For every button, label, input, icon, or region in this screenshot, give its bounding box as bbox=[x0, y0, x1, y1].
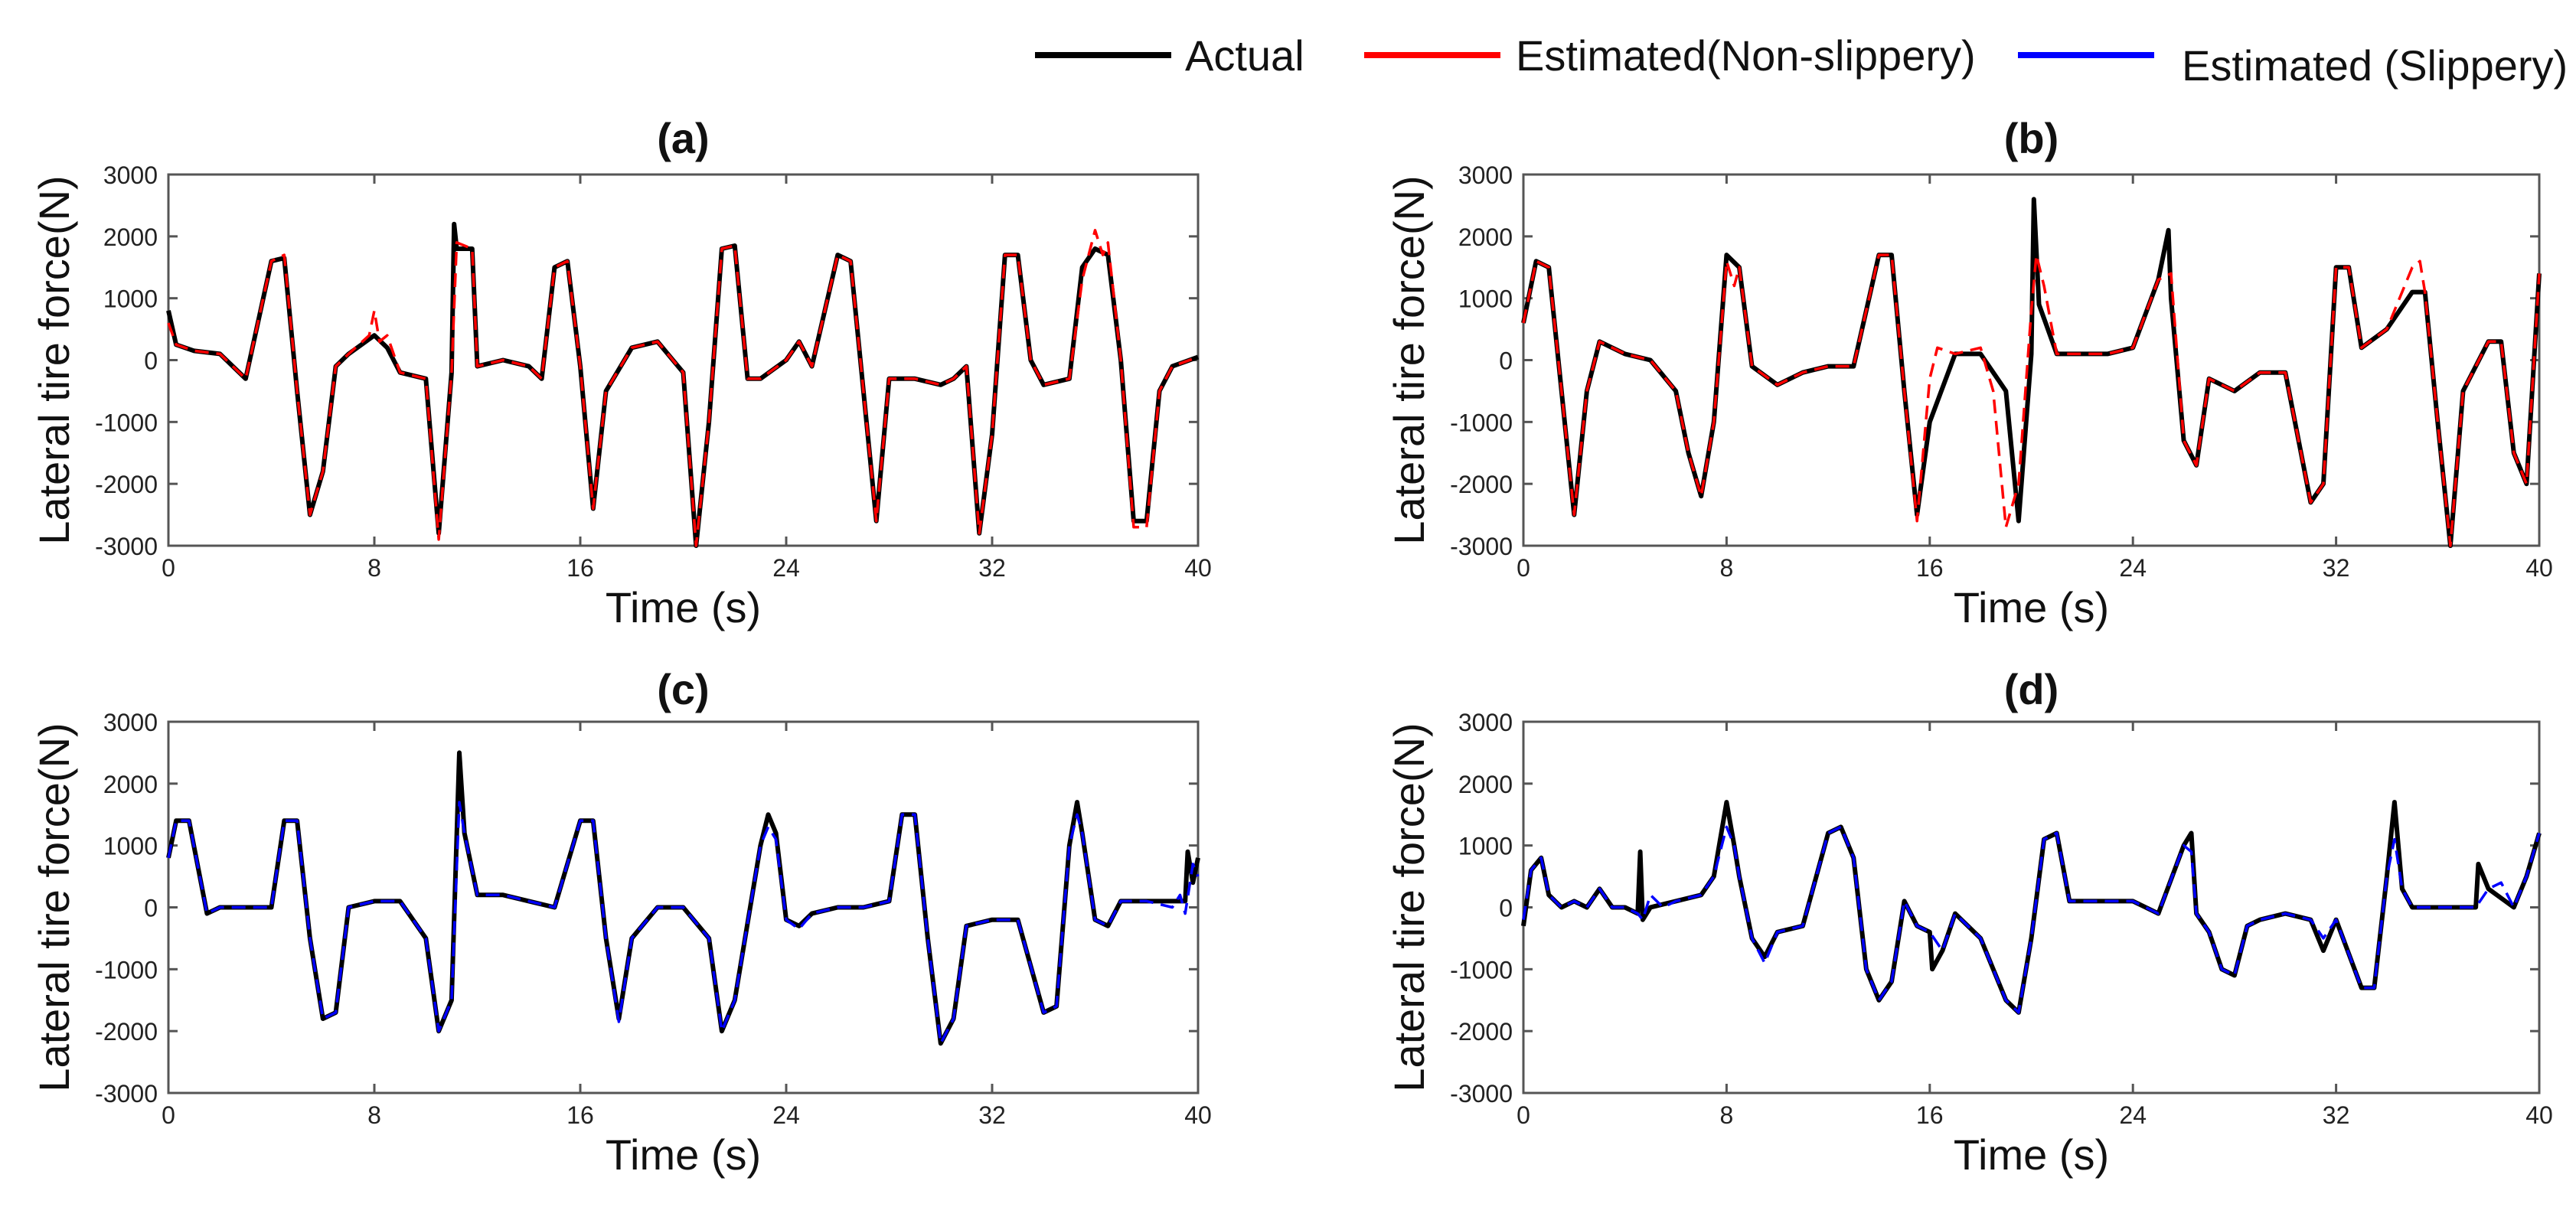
series-line-estimated-slippery bbox=[167, 801, 1200, 1046]
y-axis-label: Lateral tire force(N) bbox=[30, 175, 78, 544]
y-tick-label: -3000 bbox=[95, 533, 158, 560]
plot-frame bbox=[167, 173, 1200, 547]
series-line-estimated-non-slippery bbox=[167, 229, 1199, 547]
y-tick-label: -2000 bbox=[1450, 471, 1513, 498]
panel-a: (a) -3000 -2000 -1000 0 1000 2000 3000 0 8 16 24 32 4… bbox=[30, 114, 1212, 631]
y-axis-label: Lateral tire force(N) bbox=[1385, 175, 1433, 544]
legend-actual-label: Actual bbox=[1185, 31, 1304, 80]
x-tick-label: 32 bbox=[2323, 1101, 2350, 1129]
y-tick-label: 1000 bbox=[1458, 285, 1513, 313]
panel-d: (d) -3000 -2000 -1000 0 1000 2000 3000 0 8 16 24 32 4… bbox=[1385, 665, 2553, 1179]
x-tick-label: 24 bbox=[772, 1101, 800, 1129]
y-tick-label: 2000 bbox=[103, 771, 158, 798]
x-tick-label: 0 bbox=[1517, 1101, 1530, 1129]
y-tick-label: 3000 bbox=[1458, 709, 1513, 736]
x-axis-label: Time (s) bbox=[606, 1130, 761, 1179]
y-tick-label: 2000 bbox=[103, 223, 158, 251]
x-tick-label: 24 bbox=[772, 554, 800, 582]
y-tick-label: -3000 bbox=[1450, 1080, 1513, 1108]
y-tick-label: -2000 bbox=[95, 1018, 158, 1046]
x-tick-label: 8 bbox=[1720, 1101, 1734, 1129]
legend: Actual Estimated(Non-slippery) Estimated… bbox=[1035, 31, 2568, 90]
x-tick-label: 40 bbox=[2525, 1101, 2553, 1129]
y-tick-label: 3000 bbox=[103, 709, 158, 736]
x-tick-label: 16 bbox=[566, 554, 594, 582]
panel-title: (b) bbox=[2004, 114, 2059, 162]
panel-b: (b) -3000 -2000 -1000 0 1000 2000 3000 0 8 16 24 32 4… bbox=[1385, 114, 2553, 631]
x-tick-label: 32 bbox=[2323, 554, 2350, 582]
y-tick-label: 1000 bbox=[1458, 833, 1513, 860]
panel-title: (d) bbox=[2004, 665, 2059, 713]
x-tick-label: 16 bbox=[1916, 1101, 1944, 1129]
x-tick-label: 24 bbox=[2119, 554, 2147, 582]
series-line-estimated-non-slippery bbox=[1522, 253, 2541, 547]
x-tick-label: 0 bbox=[1517, 554, 1530, 582]
x-tick-label: 8 bbox=[367, 1101, 381, 1129]
y-tick-label: -1000 bbox=[95, 409, 158, 436]
x-tick-label: 40 bbox=[1184, 554, 1212, 582]
x-axis-label: Time (s) bbox=[1954, 1130, 2109, 1179]
y-tick-label: 0 bbox=[144, 895, 158, 922]
x-axis-label: Time (s) bbox=[606, 583, 761, 631]
y-tick-label: -1000 bbox=[95, 956, 158, 984]
x-tick-label: 32 bbox=[978, 554, 1006, 582]
x-tick-label: 40 bbox=[1184, 1101, 1212, 1129]
y-tick-label: -3000 bbox=[95, 1080, 158, 1108]
y-tick-label: 1000 bbox=[103, 285, 158, 313]
x-tick-label: 8 bbox=[1720, 554, 1734, 582]
y-tick-label: 2000 bbox=[1458, 223, 1513, 251]
y-tick-label: 2000 bbox=[1458, 771, 1513, 798]
x-tick-label: 0 bbox=[162, 554, 175, 582]
y-tick-label: -1000 bbox=[1450, 956, 1513, 984]
y-tick-label: -2000 bbox=[95, 471, 158, 498]
y-tick-label: -2000 bbox=[1450, 1018, 1513, 1046]
legend-nonslip-label: Estimated(Non-slippery) bbox=[1516, 31, 1976, 80]
x-tick-label: 40 bbox=[2525, 554, 2553, 582]
y-tick-label: -3000 bbox=[1450, 533, 1513, 560]
x-tick-label: 0 bbox=[162, 1101, 175, 1129]
y-tick-label: 0 bbox=[1499, 347, 1513, 375]
y-tick-label: 1000 bbox=[103, 833, 158, 860]
y-tick-label: 3000 bbox=[103, 161, 158, 189]
y-axis-label: Lateral tire force(N) bbox=[1385, 723, 1433, 1091]
plot-frame bbox=[1522, 720, 2541, 1094]
y-tick-label: 3000 bbox=[1458, 161, 1513, 189]
panel-title: (a) bbox=[657, 114, 709, 162]
x-axis-label: Time (s) bbox=[1954, 583, 2109, 631]
series-line-estimated-slippery bbox=[1522, 825, 2541, 1014]
panel-c: (c) -3000 -2000 -1000 0 1000 2000 3000 0 8 16 24 32 4… bbox=[30, 665, 1212, 1179]
x-tick-label: 8 bbox=[367, 554, 381, 582]
legend-slip-label: Estimated (Slippery) bbox=[2182, 41, 2568, 90]
y-tick-label: 0 bbox=[144, 347, 158, 375]
x-tick-label: 32 bbox=[978, 1101, 1006, 1129]
y-tick-label: -1000 bbox=[1450, 409, 1513, 436]
x-tick-label: 24 bbox=[2119, 1101, 2147, 1129]
panel-title: (c) bbox=[657, 665, 709, 713]
y-tick-label: 0 bbox=[1499, 895, 1513, 922]
y-axis-label: Lateral tire force(N) bbox=[30, 723, 78, 1091]
x-tick-label: 16 bbox=[1916, 554, 1944, 582]
x-tick-label: 16 bbox=[566, 1101, 594, 1129]
